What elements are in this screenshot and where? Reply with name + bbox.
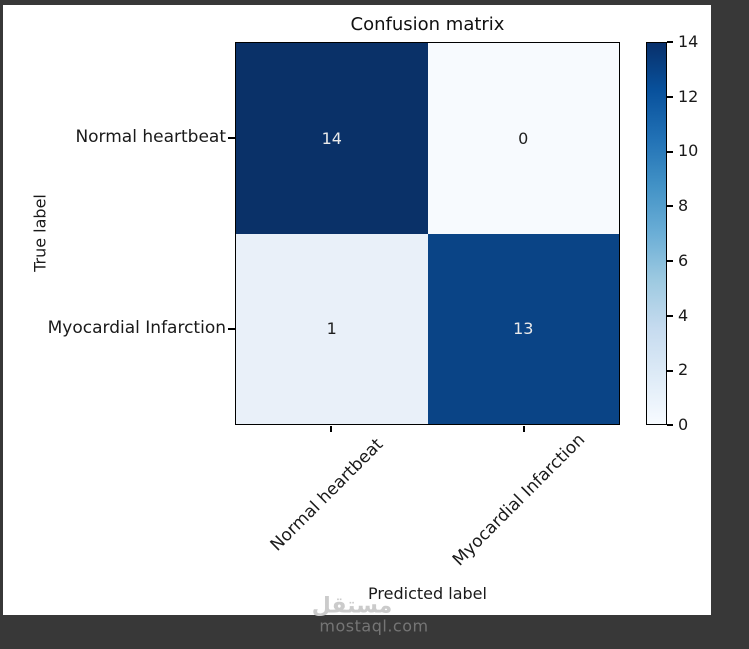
cell-value: 13: [513, 319, 534, 339]
colorbar-tick-label: 10: [678, 141, 699, 160]
colorbar-tick-mark: [667, 260, 673, 262]
heatmap-cell-true1-pred0: 1: [236, 233, 428, 424]
colorbar-tick-label: 12: [678, 87, 699, 106]
colorbar-tick-label: 4: [678, 306, 689, 325]
y-axis-title: True label: [30, 194, 50, 272]
colorbar-tick-label: 8: [678, 196, 689, 215]
colorbar-tick-mark: [667, 151, 673, 153]
x-tick-mark: [330, 426, 332, 432]
x-axis-title: Predicted label: [368, 584, 487, 603]
y-tick-mark: [228, 137, 235, 139]
colorbar-tick-mark: [667, 315, 673, 317]
colorbar-tick-label: 14: [678, 32, 699, 51]
y-tick-label-normal-heartbeat: Normal heartbeat: [75, 127, 226, 147]
x-tick-mark: [523, 426, 525, 432]
heatmap-cell-true0-pred1: 0: [427, 43, 619, 234]
y-tick-label-myocardial-infarction: Myocardial Infarction: [47, 318, 226, 338]
heatmap: 14 0 1 13: [235, 42, 620, 425]
colorbar-tick-label: 2: [678, 360, 689, 379]
cell-value: 0: [518, 128, 529, 148]
colorbar-tick-mark: [667, 41, 673, 43]
watermark-logo: مستقل: [311, 593, 393, 619]
cell-value: 14: [321, 128, 342, 148]
colorbar-tick-mark: [667, 96, 673, 98]
colorbar-gradient: [646, 42, 667, 425]
cell-value: 1: [326, 319, 337, 339]
colorbar-tick-label: 0: [678, 415, 689, 434]
heatmap-cell-true1-pred1: 13: [427, 233, 619, 424]
colorbar-tick-label: 6: [678, 251, 689, 270]
heatmap-cell-true0-pred0: 14: [236, 43, 428, 234]
colorbar-tick-mark: [667, 370, 673, 372]
colorbar-tick-mark: [667, 205, 673, 207]
chart-title: Confusion matrix: [350, 14, 505, 35]
watermark-site-text: mostaql.com: [319, 616, 429, 636]
y-tick-mark: [228, 328, 235, 330]
colorbar-tick-mark: [667, 424, 673, 426]
